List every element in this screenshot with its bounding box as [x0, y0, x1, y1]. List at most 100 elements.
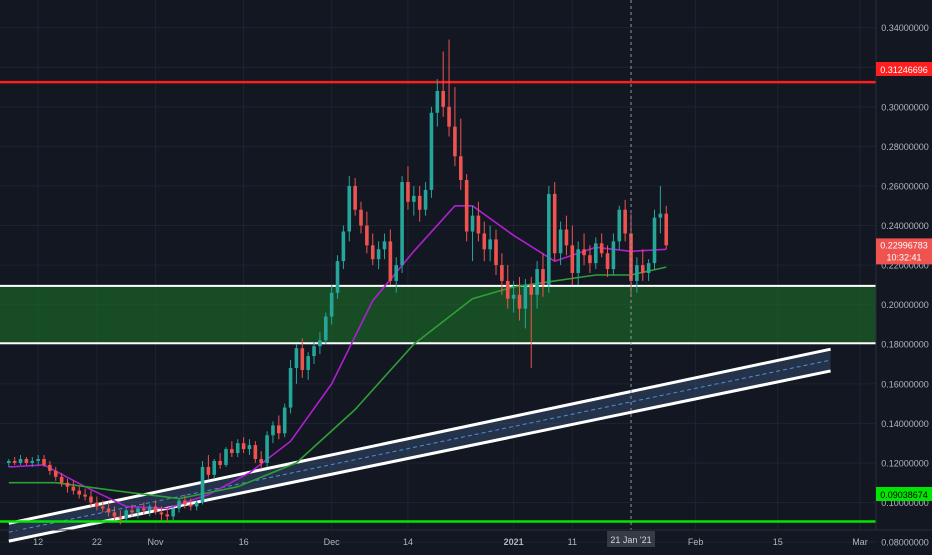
- time-tick-label: 22: [92, 537, 102, 547]
- countdown-label: 10:32:41: [886, 252, 921, 262]
- horizontal-levels[interactable]: [0, 80, 876, 523]
- candle-body: [353, 185, 357, 210]
- candle-body: [259, 458, 264, 463]
- candle-body: [323, 316, 328, 341]
- candle: [183, 494, 187, 509]
- price-tick-label: 0.14000000: [881, 419, 929, 429]
- candle-body: [488, 239, 492, 250]
- price-tick-label: 0.10000000: [881, 498, 929, 508]
- candle-body: [558, 229, 563, 254]
- candle: [77, 486, 82, 499]
- time-tick-label: 12: [33, 537, 43, 547]
- candle-body: [400, 182, 404, 266]
- candle-body: [294, 348, 299, 368]
- time-axis[interactable]: 12 22 Nov 16 Dec 14 2021 11 21 Jan '21 Feb 15 Mar: [33, 531, 868, 547]
- channel-lower-line[interactable]: [8, 369, 831, 543]
- candle-body: [206, 466, 211, 475]
- support-price-label-bg: [876, 487, 932, 501]
- candle: [212, 458, 217, 479]
- candle: [640, 249, 645, 281]
- candle-body: [458, 156, 463, 181]
- candle-body: [382, 241, 387, 250]
- time-tick-label: Dec: [324, 537, 341, 547]
- candle-body: [106, 508, 111, 513]
- candle-body: [582, 249, 586, 256]
- candle-body: [417, 195, 422, 210]
- candle-body: [230, 449, 234, 454]
- candle: [652, 209, 657, 270]
- candle: [435, 79, 440, 127]
- candle-body: [95, 502, 99, 507]
- candle: [171, 506, 175, 521]
- candle: [48, 460, 52, 475]
- time-tick-label: 14: [403, 537, 413, 547]
- candle-body: [623, 209, 627, 234]
- candle: [65, 478, 70, 493]
- candle-body: [188, 504, 193, 507]
- candle: [124, 508, 128, 523]
- candle: [453, 87, 457, 167]
- candle-body: [576, 249, 580, 274]
- candle-body: [629, 233, 633, 281]
- candle: [306, 352, 310, 380]
- candle-body: [77, 490, 82, 495]
- candle-body: [447, 106, 451, 127]
- candle-body: [288, 367, 293, 408]
- candle-body: [500, 265, 504, 281]
- candle: [470, 205, 475, 262]
- candle: [353, 178, 357, 216]
- candle-body: [494, 239, 498, 266]
- candle: [394, 257, 399, 293]
- candle: [599, 233, 604, 258]
- candle-body: [124, 510, 128, 519]
- candle: [370, 233, 375, 266]
- candle-body: [53, 470, 58, 477]
- candle: [100, 500, 105, 513]
- candle: [412, 185, 416, 216]
- candle: [95, 496, 99, 511]
- candle: [529, 276, 534, 368]
- candle-body: [599, 243, 604, 254]
- price-labels: 0.31246696 0.22996783 10:32:41 0.0903867…: [876, 62, 932, 501]
- candle-body: [142, 508, 146, 511]
- candle: [112, 506, 117, 521]
- candle: [206, 455, 211, 479]
- current-price-label: 0.22996783: [880, 240, 928, 250]
- candle: [71, 480, 76, 495]
- candle-body: [48, 464, 52, 471]
- candle-body: [18, 458, 23, 463]
- candle-body: [7, 460, 11, 463]
- candle: [30, 457, 35, 467]
- candle-body: [547, 193, 551, 285]
- candle: [594, 237, 598, 270]
- candle-body: [482, 233, 487, 250]
- demand-zone[interactable]: [0, 284, 876, 345]
- candle-body: [247, 445, 252, 450]
- candle: [417, 185, 422, 222]
- candle-body: [59, 476, 64, 483]
- candle: [329, 284, 334, 325]
- candle-body: [100, 506, 105, 509]
- price-tick-label: 0.30000000: [881, 102, 929, 112]
- candle-body: [147, 506, 152, 511]
- candle-body: [312, 346, 316, 357]
- candle: [505, 265, 510, 309]
- candle: [282, 403, 287, 438]
- candle-body: [617, 209, 622, 242]
- candle-body: [406, 182, 410, 202]
- moving-averages: [8, 205, 667, 510]
- candle-body: [159, 512, 164, 515]
- zone-fill: [0, 285, 876, 344]
- candle: [488, 225, 492, 262]
- candle-body: [564, 229, 569, 246]
- price-tick-label: 0.26000000: [881, 181, 929, 191]
- candle: [635, 257, 639, 293]
- candle-body: [24, 458, 29, 463]
- candle-body: [394, 265, 399, 281]
- candle: [53, 466, 58, 481]
- time-tick-label: 11: [568, 537, 577, 547]
- candle: [253, 441, 258, 463]
- candle: [570, 225, 575, 285]
